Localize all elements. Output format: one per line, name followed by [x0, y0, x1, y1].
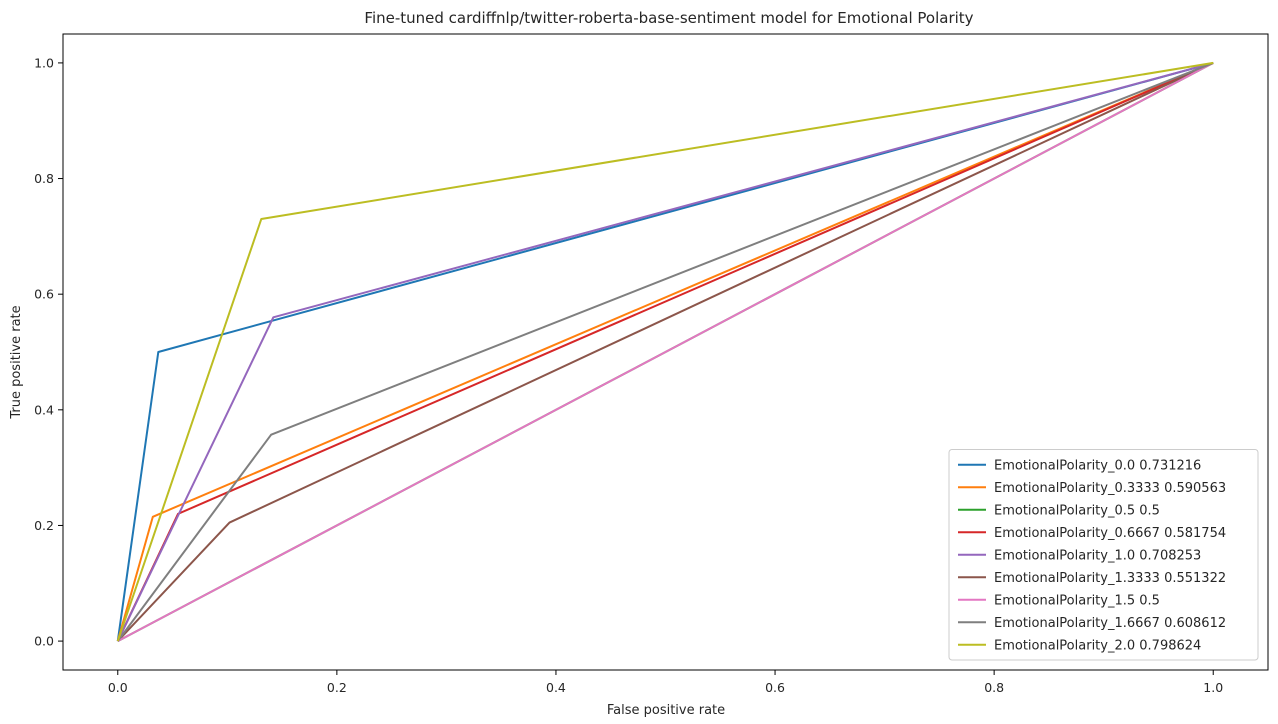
x-tick-label-0: 0.0 [108, 680, 128, 695]
legend-label-8: EmotionalPolarity_2.0 0.798624 [994, 638, 1201, 653]
x-tick-label-1: 0.2 [327, 680, 347, 695]
y-tick-label-2: 0.4 [34, 402, 54, 417]
y-tick-label-1: 0.2 [34, 518, 54, 533]
legend-label-5: EmotionalPolarity_1.3333 0.551322 [994, 571, 1226, 586]
legend-label-1: EmotionalPolarity_0.3333 0.590563 [994, 481, 1226, 496]
y-tick-label-4: 0.8 [34, 171, 54, 186]
x-tick-label-2: 0.4 [546, 680, 566, 695]
plot-area: 0.0 0.2 0.4 0.6 0.8 1.0 0.0 0.2 0.4 0.6 0.8 1.0 Emot… [34, 33, 1269, 695]
series-line-4 [116, 61, 1214, 642]
series-line-7 [116, 61, 1214, 642]
x-tick-label-5: 1.0 [1203, 680, 1223, 695]
series-line-0 [116, 61, 1214, 642]
series-line-6 [117, 62, 1214, 642]
y-tick-label-0: 0.0 [34, 634, 54, 649]
x-axis-label: False positive rate [607, 703, 725, 718]
y-axis-label: True positive rate [9, 305, 24, 419]
y-tick-label-3: 0.6 [34, 287, 54, 302]
series-line-5 [117, 62, 1214, 642]
series-line-1 [116, 61, 1214, 642]
y-tick-label-5: 1.0 [34, 55, 54, 70]
chart-title: Fine-tuned cardiffnlp/twitter-roberta-ba… [364, 9, 973, 27]
series-line-8 [116, 61, 1214, 642]
legend-label-2: EmotionalPolarity_0.5 0.5 [994, 503, 1160, 518]
axes-frame [62, 33, 1269, 671]
legend-label-4: EmotionalPolarity_1.0 0.708253 [994, 548, 1201, 563]
legend-label-0: EmotionalPolarity_0.0 0.731216 [994, 458, 1201, 473]
legend-label-3: EmotionalPolarity_0.6667 0.581754 [994, 526, 1226, 541]
x-tick-label-4: 0.8 [984, 680, 1004, 695]
x-tick-label-3: 0.6 [765, 680, 785, 695]
legend-box [948, 449, 1259, 661]
legend-label-6: EmotionalPolarity_1.5 0.5 [994, 593, 1160, 608]
legend-label-7: EmotionalPolarity_1.6667 0.608612 [994, 616, 1226, 631]
